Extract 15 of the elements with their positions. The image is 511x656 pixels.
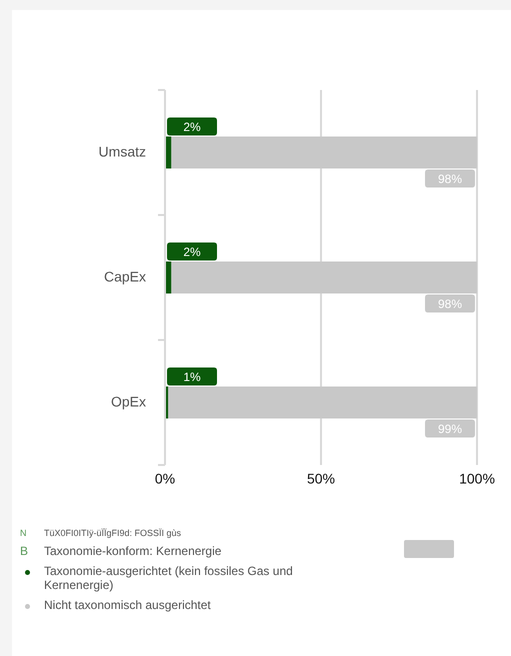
y-tick-label: OpEx: [110, 393, 146, 410]
text: B: [20, 544, 30, 558]
x-tick-label: 0%: [154, 470, 176, 486]
text: TüX0FI0ITIÿ-üÏÏgFI9d: FOSSÏI gùs: [44, 528, 182, 538]
text: N: [20, 528, 28, 538]
legend-label: Nicht taxonomisch ausgerichtet: [44, 598, 211, 612]
legend-label: Taxonomie-ausgerichtet (kein fossiles Gas und Kernenergie): [44, 564, 294, 592]
x-tick-label: 100%: [459, 470, 495, 486]
data-label: 1%: [183, 370, 201, 384]
y-tick-label: CapEx: [104, 268, 146, 284]
data-label: 2%: [183, 244, 201, 259]
x-tick-label: 50%: [306, 470, 336, 486]
y-tick-label: Umsatz: [98, 143, 146, 160]
text: Taxonomie-konform: Kernenergie: [44, 544, 222, 558]
data-label: 2%: [183, 120, 201, 134]
